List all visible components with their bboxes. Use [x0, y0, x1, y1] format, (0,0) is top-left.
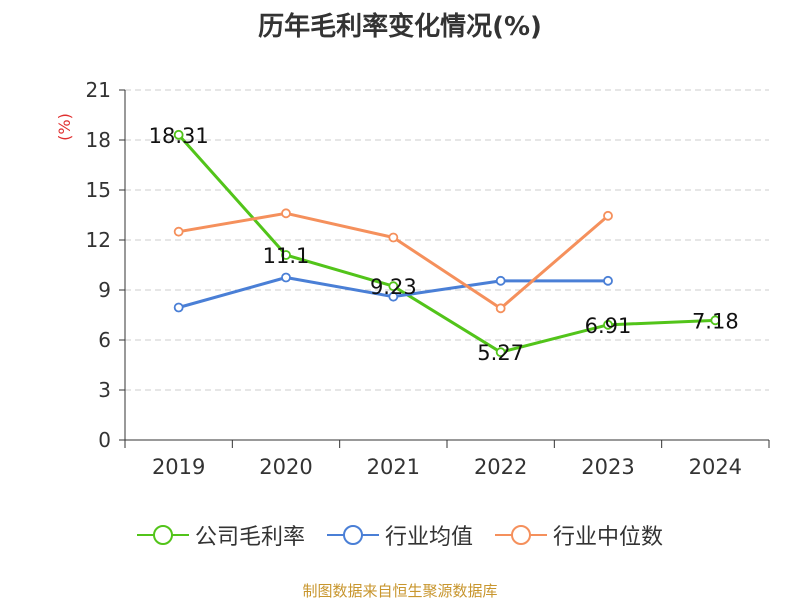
data-point [173, 226, 184, 237]
axes: 0 3 6 9 12 15 18 21 (%) 2019 2020 2021 2022 2023 2024 [55, 78, 770, 479]
series-lines [177, 133, 716, 354]
data-point [603, 319, 613, 330]
legend-marker-icon [326, 525, 379, 545]
legend-marker-icon [495, 525, 547, 545]
y-tick-label: 3 [98, 378, 111, 402]
grid-lines [125, 89, 769, 391]
series-line [177, 133, 716, 354]
x-tick-label: 2020 [259, 455, 312, 479]
x-tick-label: 2024 [689, 455, 742, 479]
data-label: 11.1 [263, 244, 310, 268]
data-point [495, 347, 506, 358]
x-tick-label: 2023 [581, 455, 634, 479]
legend-item: 行业中位数 [495, 519, 663, 551]
y-tick-label: 15 [86, 178, 111, 202]
data-point [603, 210, 613, 221]
data-labels: 18.31 11.1 9.23 5.27 6.91 7.18 [149, 124, 739, 365]
x-tick-label: 2019 [152, 455, 205, 479]
data-point [388, 232, 399, 243]
data-point [173, 129, 184, 140]
data-point [495, 275, 506, 286]
data-point [603, 275, 613, 286]
data-point [388, 291, 399, 302]
legend-circle [342, 525, 363, 545]
data-label: 7.18 [692, 309, 739, 333]
data-label: 18.31 [149, 124, 209, 148]
data-point [388, 281, 399, 292]
y-tick-label: 0 [98, 428, 111, 452]
data-point [173, 302, 184, 313]
chart-title: 历年毛利率变化情况(%) [258, 12, 542, 42]
data-point [495, 303, 506, 314]
data-label: 5.27 [477, 341, 524, 365]
source-footer: 制图数据来自恒生聚源数据库 [302, 582, 498, 600]
legend-item: 行业均值 [326, 519, 473, 551]
data-label: 9.23 [370, 275, 417, 299]
legend-item: 公司毛利率 [136, 519, 305, 551]
legend-marker-icon [136, 525, 189, 545]
legend-circle [152, 525, 173, 545]
legend: 公司毛利率 行业均值 行业中位数 [0, 519, 800, 551]
data-point [281, 250, 291, 260]
y-tick-label: 18 [86, 128, 111, 152]
y-tick-label: 6 [98, 328, 111, 352]
legend-label: 行业均值 [384, 525, 473, 550]
y-tick-label: 9 [98, 278, 111, 302]
data-point [281, 272, 291, 283]
data-points [173, 129, 721, 358]
legend-circle [511, 525, 531, 545]
x-tick-label: 2022 [474, 455, 527, 479]
data-label: 6.91 [585, 314, 632, 338]
y-axis-label: (%) [55, 113, 74, 141]
legend-label: 公司毛利率 [194, 525, 305, 550]
y-tick-label: 12 [86, 228, 111, 252]
x-tick-label: 2021 [367, 455, 420, 479]
legend-label: 行业中位数 [553, 525, 664, 550]
data-point [281, 208, 291, 219]
data-point [710, 315, 721, 326]
y-tick-label: 21 [86, 78, 111, 102]
